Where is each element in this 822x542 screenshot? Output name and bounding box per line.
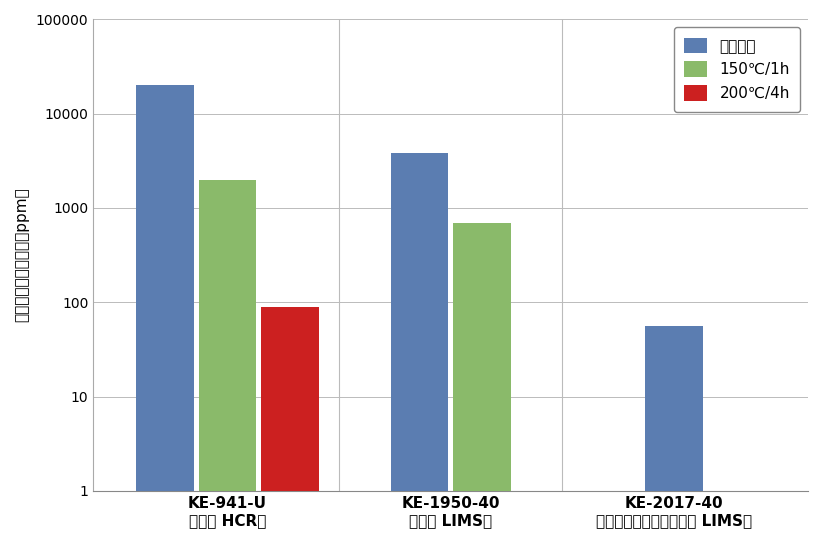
Legend: 一次加硕, 150℃/1h, 200℃/4h: 一次加硕, 150℃/1h, 200℃/4h [673, 27, 801, 112]
Bar [136, 85, 193, 491]
Bar [645, 326, 703, 491]
Y-axis label: 低分子シロキサン量（ppm）: 低分子シロキサン量（ppm） [14, 188, 29, 322]
Bar [261, 307, 319, 491]
Bar [199, 179, 256, 491]
Bar [453, 223, 510, 491]
Bar [390, 153, 448, 491]
